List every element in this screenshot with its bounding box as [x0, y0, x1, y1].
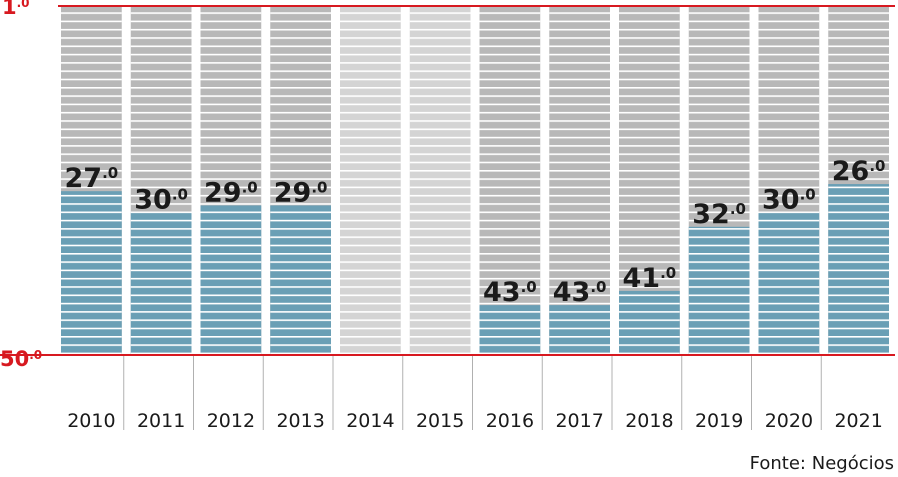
- y-axis-top-number: 1: [2, 0, 17, 19]
- value-label-decimal: .0: [172, 186, 188, 204]
- ranking-chart: 1.050.0 27.030.0 29.0 29.043.0 43.0 41.032.0…: [0, 0, 895, 432]
- value-label-decimal: .0: [660, 264, 676, 282]
- value-label-2020: 30.0: [762, 185, 816, 216]
- y-axis-top-label: 1.0: [2, 0, 30, 19]
- year-label-2015: 2015: [416, 410, 464, 432]
- column-stripes-2013: [270, 6, 331, 355]
- year-label-2020: 2020: [765, 410, 813, 432]
- value-label-number: 27: [65, 163, 103, 194]
- value-label-2021: 26.0: [832, 156, 886, 187]
- value-label-number: 29: [204, 177, 242, 208]
- year-label-2018: 2018: [625, 410, 673, 432]
- y-axis-bottom-number: 50: [0, 347, 29, 371]
- column-stripes-2017: [549, 6, 610, 355]
- column-stripes-2016: [479, 6, 541, 355]
- year-label-2013: 2013: [276, 410, 324, 432]
- value-label-number: 43: [553, 277, 591, 308]
- value-label-decimal: .0: [242, 178, 258, 196]
- value-label-2018: 41.0: [623, 263, 677, 294]
- column-stripes-2012: [200, 6, 262, 355]
- value-label-2013: 29.0: [274, 177, 328, 208]
- column-stripes-2014: [340, 6, 401, 355]
- year-label-2014: 2014: [346, 410, 394, 432]
- source-note: Fonte: Negócios: [749, 453, 894, 474]
- value-label-2011: 30.0: [134, 185, 188, 216]
- y-axis-top-decimal: .0: [17, 0, 30, 10]
- year-label-2011: 2011: [137, 410, 185, 432]
- value-label-decimal: .0: [521, 278, 537, 296]
- value-label-decimal: .0: [730, 200, 746, 218]
- value-label-number: 30: [762, 185, 800, 216]
- year-label-2016: 2016: [486, 410, 534, 432]
- year-label-2017: 2017: [555, 410, 603, 432]
- value-label-number: 26: [832, 156, 870, 187]
- value-label-2017: 43.0: [553, 277, 607, 308]
- value-label-number: 32: [692, 199, 730, 230]
- year-label-2021: 2021: [834, 410, 882, 432]
- value-label-number: 43: [483, 277, 521, 308]
- value-label-decimal: .0: [311, 178, 327, 196]
- columns-layer: [61, 6, 889, 355]
- value-labels-layer: 27.030.0 29.0 29.043.0 43.0 41.032.0 30.026.0: [65, 156, 886, 308]
- y-axis-bottom-label: 50.0: [0, 347, 42, 371]
- value-label-2016: 43.0: [483, 277, 537, 308]
- column-stripes-2010: [61, 6, 122, 355]
- value-label-decimal: .0: [102, 164, 118, 182]
- column-stripes-2020: [758, 6, 820, 355]
- column-stripes-2019: [688, 6, 750, 355]
- year-label-2010: 2010: [67, 410, 115, 432]
- column-stripes-2018: [619, 6, 680, 355]
- value-label-2019: 32.0: [692, 199, 746, 230]
- year-label-2012: 2012: [207, 410, 255, 432]
- column-stripes-2011: [130, 6, 192, 355]
- axis-layer: 1.050.0: [0, 0, 895, 430]
- value-label-number: 29: [274, 177, 312, 208]
- column-stripes-2021: [828, 6, 889, 355]
- year-label-2019: 2019: [695, 410, 743, 432]
- value-label-decimal: .0: [869, 157, 885, 175]
- y-axis-bottom-decimal: .0: [29, 348, 42, 362]
- value-label-2010: 27.0: [65, 163, 119, 194]
- value-label-number: 41: [623, 263, 661, 294]
- value-label-decimal: .0: [800, 186, 816, 204]
- value-label-number: 30: [134, 185, 172, 216]
- year-labels-layer: 2010 2011 2012 2013 2014 2015 2016 2017 2018 2019…: [67, 410, 883, 432]
- value-label-2012: 29.0: [204, 177, 258, 208]
- column-stripes-2015: [409, 6, 471, 355]
- value-label-decimal: .0: [590, 278, 606, 296]
